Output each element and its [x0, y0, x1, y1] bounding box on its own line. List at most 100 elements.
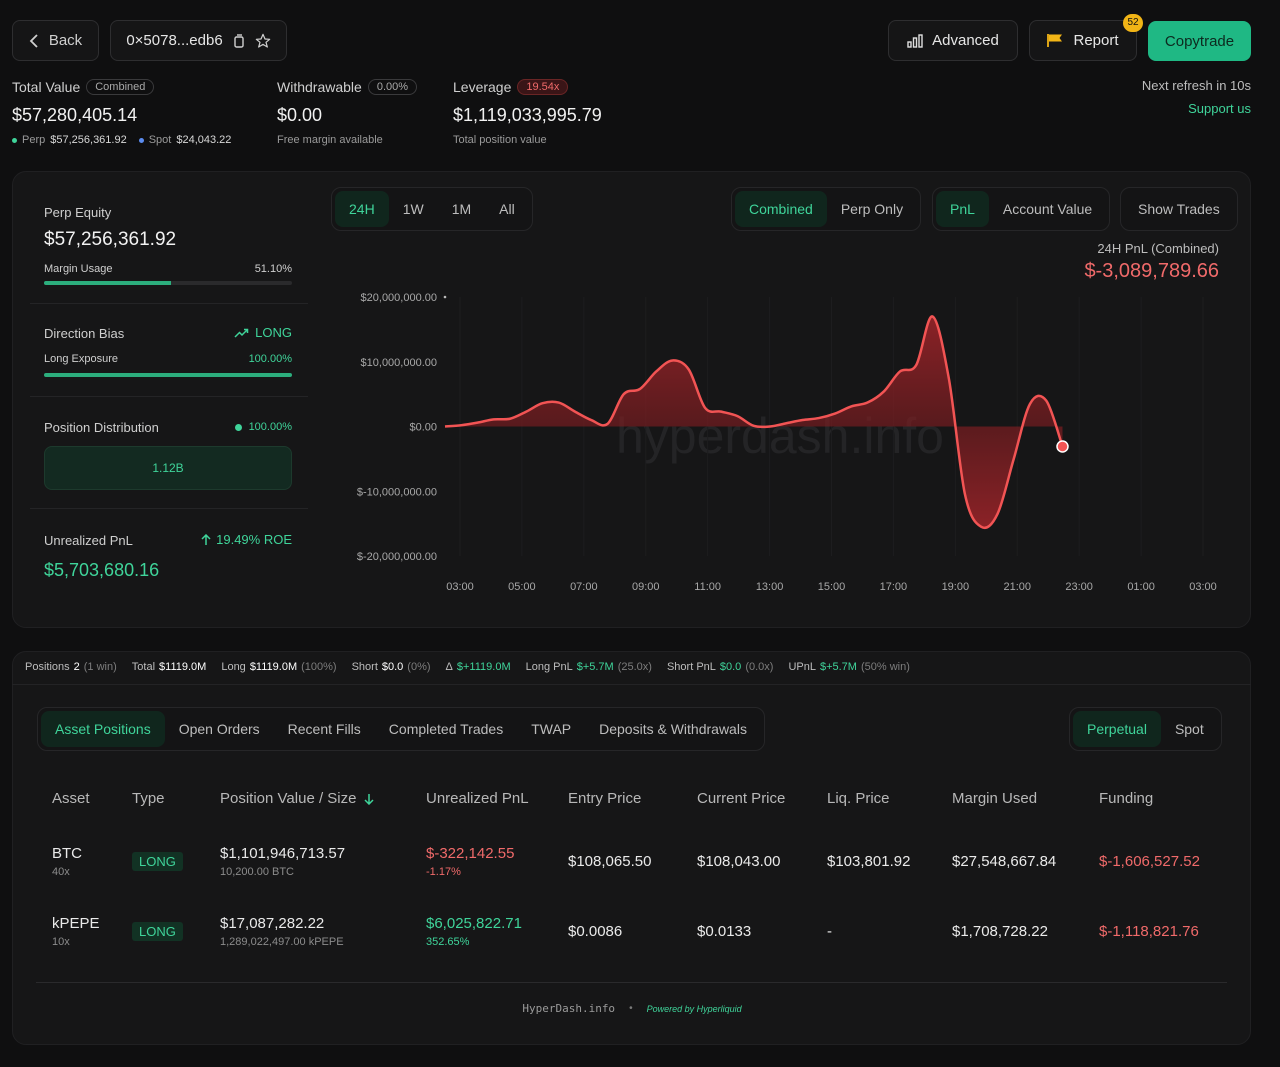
- withdrawable-value: $0.00: [277, 105, 323, 125]
- metric-tab-pnl[interactable]: PnL: [936, 191, 989, 227]
- distribution-value-wrap: 100.00%: [44, 421, 292, 433]
- distribution-bar[interactable]: 1.12B: [44, 446, 292, 490]
- x-tick-label: 05:00: [508, 581, 536, 593]
- long-exposure-value: 100.00%: [248, 353, 292, 365]
- upnl-roe: 19.49% ROE: [216, 532, 292, 547]
- copytrade-label: Copytrade: [1164, 32, 1235, 50]
- market-tab-spot[interactable]: Spot: [1174, 721, 1204, 737]
- x-tick-label: 23:00: [1065, 581, 1093, 593]
- tab-twap[interactable]: TWAP: [531, 721, 572, 737]
- column-header-asset[interactable]: Asset: [52, 790, 90, 807]
- margin-used: $27,548,667.84: [952, 853, 1057, 870]
- spot-label: Spot: [148, 134, 172, 146]
- range-tab-24h[interactable]: 24H: [335, 191, 389, 227]
- metric-tab-account-value[interactable]: Account Value: [1002, 201, 1093, 217]
- tab-recent-fills[interactable]: Recent Fills: [287, 721, 361, 737]
- column-header-entry-price[interactable]: Entry Price: [568, 790, 642, 807]
- stats-delta-value: $+1119.0M: [456, 661, 511, 673]
- pnl-chart[interactable]: hyperdash.info $20,000,000.00$10,000,000…: [330, 280, 1240, 600]
- spot-dot: [138, 137, 144, 143]
- x-tick-label: 21:00: [1003, 581, 1031, 593]
- tab-asset-positions[interactable]: Asset Positions: [41, 711, 165, 747]
- combined-pill: Combined: [86, 79, 155, 95]
- upnl-roe-wrap: 19.49% ROE: [44, 532, 292, 547]
- upnl-value: $5,703,680.16: [44, 560, 160, 580]
- x-tick-label: 13:00: [756, 581, 784, 593]
- unrealized-pnl: $6,025,822.71: [426, 915, 522, 932]
- advanced-label: Advanced: [932, 32, 999, 49]
- y-tick-label: $-20,000,000.00: [357, 551, 437, 563]
- distribution-bar-label: 1.12B: [152, 461, 184, 475]
- report-button[interactable]: Report: [1029, 20, 1137, 61]
- market-tab-perpetual[interactable]: Perpetual: [1073, 711, 1161, 747]
- stats-long-label: Long: [221, 661, 246, 673]
- position-size: 10,200.00 BTC: [220, 866, 294, 878]
- column-header-margin-used[interactable]: Margin Used: [952, 790, 1038, 807]
- copytrade-button[interactable]: Copytrade: [1148, 21, 1251, 61]
- direction-value: LONG: [255, 325, 292, 340]
- flag-icon: [1047, 34, 1063, 47]
- leverage-block: Leverage 19.54x $1,119,033,995.79 Total p…: [453, 77, 602, 146]
- stats-short-pnl-label: Short PnL: [666, 661, 716, 673]
- range-tab-1m[interactable]: 1M: [451, 201, 472, 217]
- divider: [30, 396, 308, 397]
- stats-short-value: $0.0: [381, 661, 404, 673]
- position-value: $17,087,282.22: [220, 915, 325, 932]
- margin-used: $1,708,728.22: [952, 923, 1048, 940]
- mode-tab-combined[interactable]: Combined: [735, 191, 827, 227]
- margin-usage-bar: [44, 281, 292, 285]
- tab-open-orders[interactable]: Open Orders: [178, 721, 260, 737]
- column-header-unrealized-pnl[interactable]: Unrealized PnL: [426, 790, 529, 807]
- advanced-button[interactable]: Advanced: [888, 20, 1018, 61]
- funding: $-1,606,527.52: [1099, 853, 1200, 870]
- perp-equity-value: $57,256,361.92: [44, 229, 177, 250]
- withdrawable-sub: Free margin available: [277, 134, 383, 146]
- leverage-sub: Total position value: [453, 134, 547, 146]
- current-price: $0.0133: [697, 923, 752, 940]
- tab-deposits-withdrawals[interactable]: Deposits & Withdrawals: [599, 721, 747, 737]
- star-icon[interactable]: [255, 33, 271, 49]
- tab-completed-trades[interactable]: Completed Trades: [388, 721, 504, 737]
- copy-icon[interactable]: [233, 33, 245, 48]
- show-trades-button[interactable]: Show Trades: [1138, 201, 1220, 217]
- axis-marker: [443, 295, 447, 299]
- stats-long-pnl-value: $+5.7M: [576, 661, 614, 673]
- current-point[interactable]: [1056, 440, 1069, 453]
- pnl-series-line: [444, 315, 1064, 530]
- stats-short-pnl-value: $0.0: [719, 661, 742, 673]
- liq-price: -: [827, 923, 832, 940]
- column-header-funding[interactable]: Funding: [1099, 790, 1154, 807]
- y-tick-label: $-10,000,000.00: [357, 486, 437, 498]
- footer-site[interactable]: HyperDash.info: [522, 1002, 616, 1015]
- address-chip[interactable]: 0×5078...edb6: [110, 20, 287, 61]
- back-button[interactable]: Back: [12, 20, 99, 61]
- distribution-value: 100.00%: [248, 421, 292, 433]
- direction-label: Direction Bias: [44, 326, 125, 341]
- total-value-label: Total Value: [12, 79, 81, 95]
- range-tab-1w[interactable]: 1W: [402, 201, 424, 217]
- long-exposure-label: Long Exposure: [44, 353, 118, 365]
- x-tick-label: 07:00: [570, 581, 598, 593]
- stats-long-sub: (100%): [301, 661, 337, 673]
- table-divider: [36, 982, 1227, 983]
- asset-name: kPEPE: [52, 915, 100, 932]
- green-dot: [234, 423, 242, 431]
- leverage-label: Leverage: [453, 79, 512, 95]
- stats-short-label: Short: [351, 661, 378, 673]
- support-link[interactable]: Support us: [1188, 101, 1251, 116]
- mode-tab-perp-only[interactable]: Perp Only: [840, 201, 904, 217]
- stats-total-label: Total: [131, 661, 156, 673]
- sort-down-icon[interactable]: [364, 793, 374, 805]
- column-header-position-value-size[interactable]: Position Value / Size: [220, 790, 374, 807]
- column-header-current-price[interactable]: Current Price: [697, 790, 786, 807]
- range-tab-all[interactable]: All: [499, 201, 515, 217]
- report-label: Report: [1073, 32, 1119, 49]
- stats-total-value: $1119.0M: [159, 661, 207, 673]
- column-header-type[interactable]: Type: [132, 790, 165, 807]
- table-row[interactable]: [36, 899, 1227, 965]
- column-header-liq-price[interactable]: Liq. Price: [827, 790, 890, 807]
- stats-long-value: $1119.0M: [249, 661, 298, 673]
- footer-powered[interactable]: Powered by Hyperliquid: [646, 1003, 742, 1014]
- position-type-badge: LONG: [132, 922, 183, 941]
- footer-dot: •: [629, 1003, 633, 1014]
